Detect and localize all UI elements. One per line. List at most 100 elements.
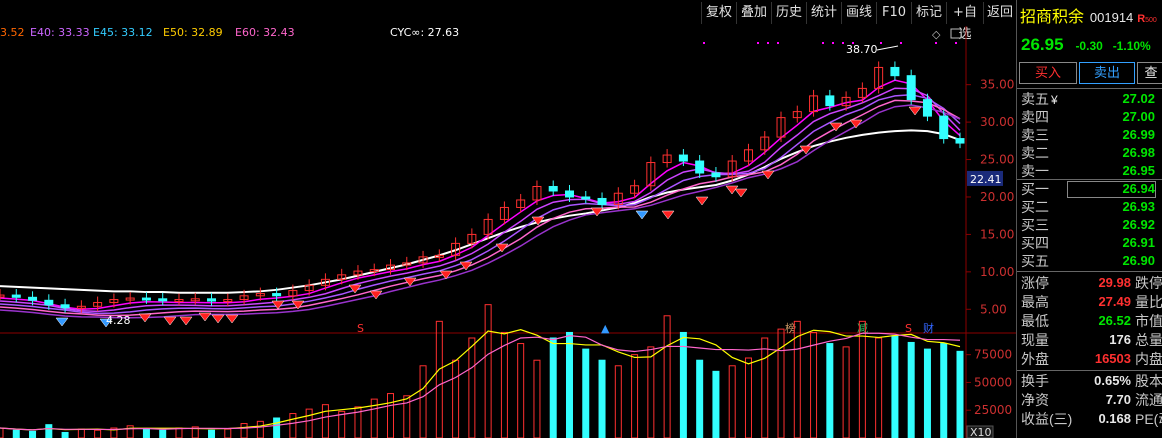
bid-label: 买一 [1021, 181, 1049, 197]
volume-bar [435, 320, 443, 438]
event-marker[interactable]: 财 [923, 321, 934, 335]
divider [1017, 179, 1162, 180]
stat-row: 现量 176 总量 [1021, 331, 1162, 349]
stat2-label: 净资 [1021, 392, 1049, 408]
toolbar-button-5[interactable]: F10 [876, 2, 911, 24]
kline-chart[interactable]: 35.00 30.00 25.00 20.00 15.00 10.00 5.00 22.41 ◇… [0, 26, 1016, 438]
signal-dot [777, 42, 779, 44]
stat2-label: 收益(三) [1021, 411, 1073, 427]
red-signal-icon [439, 270, 453, 280]
stat-value: 176 [1109, 332, 1131, 347]
volume-bar [826, 343, 834, 438]
event-marker[interactable]: 减 [857, 322, 868, 335]
signal-dot [935, 42, 937, 44]
ask-price: 27.02 [1122, 91, 1155, 106]
ask-price: 26.95 [1122, 163, 1155, 178]
candle-body [353, 270, 363, 276]
volume-bar [273, 417, 281, 438]
chart-canvas[interactable]: 35.00 30.00 25.00 20.00 15.00 10.00 5.00 22.41 ◇… [0, 26, 1016, 438]
stat2-right-label: PE(动 [1135, 411, 1162, 427]
candle-body [451, 242, 461, 256]
candle-body [483, 218, 493, 235]
candle-body [825, 95, 835, 107]
candle-body [0, 294, 5, 298]
candle-body [695, 160, 705, 174]
query-button[interactable]: 查 [1137, 62, 1162, 84]
red-signal-icon [495, 243, 509, 253]
volume-bar [468, 337, 476, 438]
red-signal-icon [459, 261, 473, 271]
volume-bar [712, 370, 720, 438]
event-marker[interactable]: 榜 [785, 321, 796, 335]
bid-price: 26.93 [1122, 199, 1155, 214]
buy-button[interactable]: 买入 [1019, 62, 1077, 84]
volume-bar [289, 413, 297, 438]
volume-bar [565, 331, 573, 438]
ma-legend-item: E50: 32.89 [163, 26, 223, 39]
high-label: 38.70 [846, 43, 878, 56]
candle-body [581, 196, 591, 200]
ask-unit: ¥ [1051, 93, 1058, 107]
toolbar-button-3[interactable]: 统计 [806, 2, 841, 24]
candle-body [207, 298, 217, 302]
volume-bar [175, 427, 183, 438]
signal-dot [900, 42, 902, 44]
signal-dot [842, 42, 844, 44]
candle-body [857, 87, 867, 98]
event-marker[interactable]: S [905, 322, 912, 335]
candle-body [93, 302, 103, 307]
signal-dot [703, 42, 705, 44]
sell-button[interactable]: 卖出 [1079, 62, 1135, 84]
candle-body [597, 197, 607, 205]
divider [1017, 271, 1162, 272]
toolbar-button-1[interactable]: 叠加 [736, 2, 771, 24]
stock-title: 招商积余 001914 R500 [1020, 8, 1157, 26]
ma-legend-item: E45: 33.12 [93, 26, 153, 39]
ask-price: 26.98 [1122, 145, 1155, 160]
blue-signal-icon [99, 318, 113, 328]
red-signal-icon [908, 106, 922, 116]
candle-body [125, 297, 135, 301]
diamond-icon[interactable]: ◇ [932, 28, 941, 41]
red-signal-icon [725, 185, 739, 195]
toolbar-button-2[interactable]: 历史 [771, 2, 806, 24]
toolbar-button-8[interactable]: 返回 [983, 2, 1016, 24]
volume-bar [110, 427, 118, 438]
bid-row: 买五 26.90 [1021, 252, 1155, 270]
volume-bar [224, 428, 232, 438]
volume-bar [793, 320, 801, 438]
red-signal-icon [369, 290, 383, 300]
red-signal-icon [198, 312, 212, 322]
red-signal-icon [403, 277, 417, 287]
volume-bar [842, 346, 850, 438]
toolbar-button-7[interactable]: +自选 [946, 2, 983, 42]
ask-row: 卖二 26.98 [1021, 144, 1155, 162]
volume-bar [744, 357, 752, 438]
red-signal-icon [661, 210, 675, 220]
event-marker[interactable]: S [357, 322, 364, 335]
stat2-row: 净资 7.70 流通 [1021, 391, 1162, 409]
ma-legend-item: 3.52 [0, 26, 25, 39]
stat-label: 最低 [1021, 313, 1049, 329]
toolbar-button-6[interactable]: 标记 [911, 2, 946, 24]
event-marker[interactable]: ▲ [601, 322, 610, 335]
signal-dot [880, 42, 882, 44]
toolbar-button-4[interactable]: 画线 [841, 2, 876, 24]
stat2-right-label: 股本 [1135, 373, 1162, 389]
volume-bar [598, 359, 606, 438]
volume-bar [419, 365, 427, 438]
candle-body [174, 299, 184, 303]
window-icon[interactable] [950, 28, 962, 39]
volume-bar [875, 337, 883, 438]
candle-body [239, 295, 249, 301]
stat2-label: 换手 [1021, 373, 1049, 389]
volume-bar [370, 398, 378, 438]
candle-body [939, 115, 949, 140]
volume-bar [582, 348, 590, 438]
signal-dot [757, 42, 759, 44]
ma-ribbon-line [0, 87, 961, 313]
candle-body [516, 199, 526, 208]
toolbar-button-0[interactable]: 复权 [701, 2, 736, 24]
volume-axis-label: 50000 [974, 375, 1012, 389]
candle-body [922, 99, 932, 117]
